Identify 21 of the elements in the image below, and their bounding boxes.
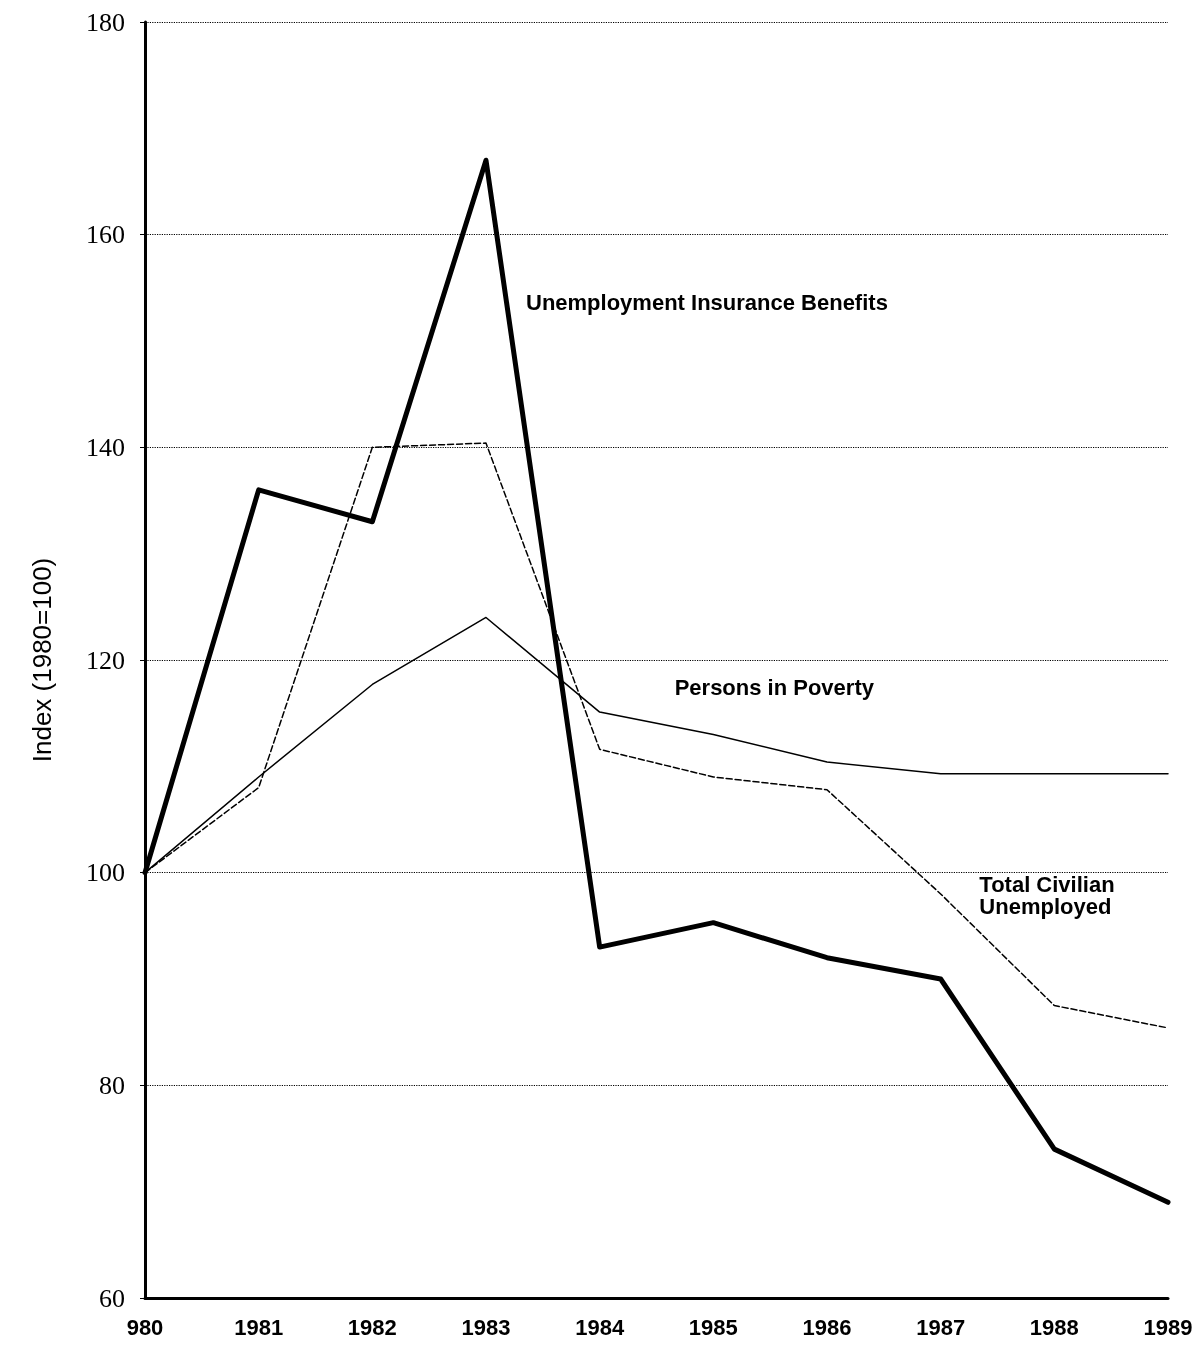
x-tick-label: 1987 xyxy=(916,1314,966,1340)
series-label: Total Civilian Unemployed xyxy=(979,872,1121,920)
y-axis-title: Index (1980=100) xyxy=(27,557,57,763)
x-tick-label: 1985 xyxy=(688,1314,738,1340)
x-tick-label: 980 xyxy=(126,1314,164,1340)
y-tick-label: 160 xyxy=(86,220,125,250)
x-tick-label: 1984 xyxy=(575,1314,625,1340)
y-tick-label: 100 xyxy=(86,858,125,888)
series-label: Unemployment Insurance Benefits xyxy=(526,289,888,315)
x-tick-label: 1982 xyxy=(347,1314,397,1340)
x-tick-label: 1986 xyxy=(802,1314,852,1340)
x-tick-label: 1983 xyxy=(461,1314,511,1340)
x-tick-label: 1988 xyxy=(1029,1314,1079,1340)
x-tick-label: 1981 xyxy=(234,1314,284,1340)
y-tick-label: 140 xyxy=(86,432,125,462)
y-tick-label: 60 xyxy=(99,1283,125,1313)
y-tick-label: 80 xyxy=(99,1070,125,1100)
series-label: Persons in Poverty xyxy=(674,674,875,700)
x-tick-label: 1989 xyxy=(1143,1314,1193,1340)
y-tick-label: 120 xyxy=(86,645,125,675)
y-tick-label: 180 xyxy=(86,7,125,37)
